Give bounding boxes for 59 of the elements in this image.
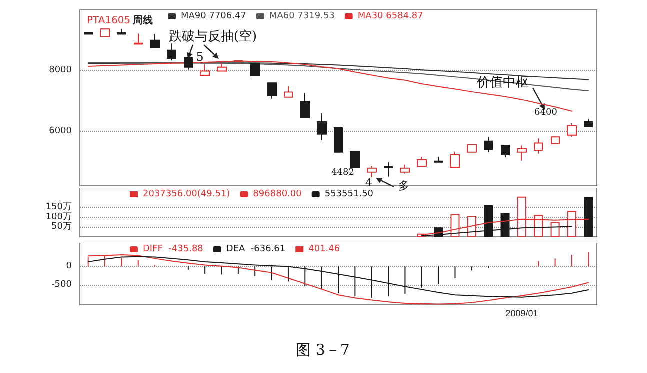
annotation: 5 — [196, 50, 204, 64]
legend-label: DIFF -435.88 — [143, 244, 204, 254]
line-series — [88, 256, 590, 298]
annotation: 4482 — [332, 168, 354, 178]
candlestick — [467, 144, 477, 153]
candlestick — [517, 145, 527, 162]
y-tick-label: 100万 — [46, 212, 72, 222]
candlestick — [267, 82, 277, 100]
line-series — [88, 254, 590, 305]
candlestick — [367, 166, 377, 178]
candlestick — [200, 64, 210, 76]
line-series — [88, 62, 590, 92]
legend-label: MA90 7706.47 — [181, 12, 246, 22]
y-tick-label: 0 — [66, 262, 72, 272]
y-tick-label: 50万 — [52, 222, 72, 232]
candlestick — [417, 156, 427, 168]
annotation: 跌破与反抽(空) — [168, 30, 258, 44]
candlestick — [350, 151, 360, 168]
y-tick-label: 6000 — [49, 126, 72, 136]
candlestick — [334, 128, 343, 153]
candlestick — [450, 151, 460, 168]
legend-label: MA60 7319.53 — [269, 12, 335, 22]
candlestick — [117, 28, 126, 35]
candlestick — [167, 43, 176, 62]
candlestick — [384, 162, 393, 178]
candlestick — [134, 33, 143, 45]
legend-label: DEA -636.61 — [226, 244, 286, 254]
candlestick — [84, 32, 93, 35]
y-tick-label: -500 — [52, 280, 72, 290]
annotation: 4 — [366, 176, 372, 190]
candlestick — [100, 28, 110, 38]
candlestick — [300, 92, 310, 119]
caption: 图 3－7 — [296, 341, 350, 359]
candlestick — [567, 122, 577, 138]
text: PTA1605 — [87, 16, 131, 26]
text: 周线 — [132, 14, 153, 26]
legend-label: 553551.50 — [324, 190, 374, 200]
annotation: 多 — [398, 180, 410, 192]
annotation: 6400 — [534, 108, 558, 118]
candlestick — [400, 164, 410, 174]
candlestick — [434, 156, 443, 163]
legend-label: MA30 6584.87 — [358, 12, 424, 22]
candlestick — [534, 138, 543, 154]
candlestick — [150, 34, 160, 48]
candlestick — [484, 136, 493, 153]
candlestick — [250, 62, 260, 76]
y-tick-label: 8000 — [49, 66, 72, 76]
legend-label: 2037356.00(49.51) — [143, 190, 230, 200]
candlestick — [584, 118, 593, 128]
candlestick — [184, 54, 193, 70]
y-tick-label: 150万 — [46, 202, 72, 213]
legend-label: 401.46 — [308, 244, 340, 254]
legend-label: 896880.00 — [253, 190, 302, 200]
candlestick — [501, 145, 510, 158]
x-tick-label: 2009/01 — [506, 308, 538, 318]
bar — [584, 197, 594, 237]
candlestick — [284, 86, 293, 98]
candlestick — [317, 112, 327, 141]
candlestick — [551, 136, 560, 144]
